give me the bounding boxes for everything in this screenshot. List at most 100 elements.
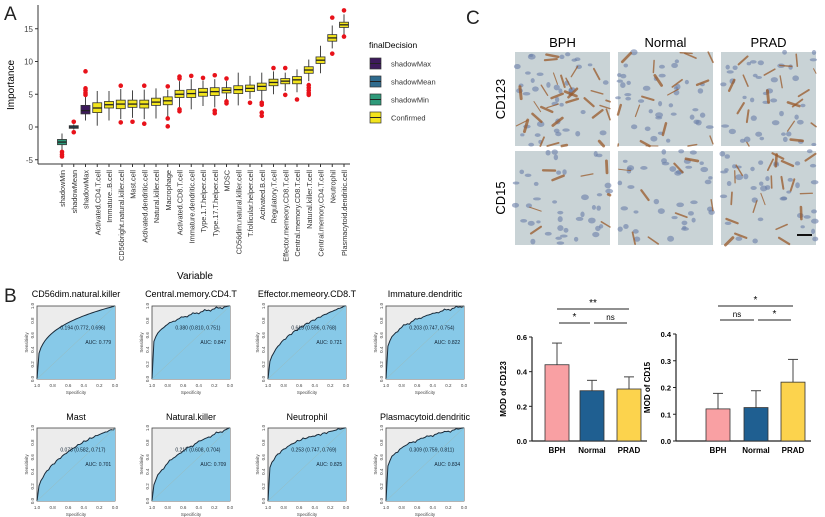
nucleus xyxy=(676,202,685,208)
nucleus xyxy=(617,226,623,232)
nucleus xyxy=(695,119,702,126)
nucleus xyxy=(633,236,641,242)
outlier-point xyxy=(141,83,147,89)
nucleus xyxy=(658,73,666,78)
x-tick-label: Normal xyxy=(578,446,606,455)
y-tick-label: 0.4 xyxy=(517,368,528,377)
nucleus xyxy=(546,82,551,88)
y-tick-label: 1.0 xyxy=(261,302,266,309)
nucleus xyxy=(626,80,631,85)
nucleus xyxy=(655,116,663,120)
nucleus xyxy=(544,231,552,236)
nucleus xyxy=(692,108,699,112)
stain-streak xyxy=(583,97,595,108)
outlier-point xyxy=(341,8,347,13)
stain-streak xyxy=(684,157,700,163)
nucleus xyxy=(525,203,533,208)
y-tick-label: 0.4 xyxy=(379,346,384,353)
y-tick-label: 0.0 xyxy=(379,497,384,504)
roc-threshold-label: 0.380 (0.810, 0.751) xyxy=(175,325,220,331)
x-tick-label: 0.6 xyxy=(414,383,421,388)
stain-streak xyxy=(531,112,543,124)
roc-plot: Immature.dendritic 0.203 (0.747, 0.754) AU… xyxy=(373,289,468,395)
nucleus xyxy=(678,149,685,154)
stain-streak xyxy=(684,52,697,59)
stain-streak xyxy=(797,89,810,98)
nucleus xyxy=(622,159,628,163)
roc-curve xyxy=(36,305,116,380)
diagonal-line xyxy=(267,305,347,380)
outlier-point xyxy=(271,65,276,71)
tissue-background xyxy=(618,52,713,146)
roc-threshold-label: 0.073 (0.582, 0.717) xyxy=(60,447,105,453)
y-axis-label: Sensitivity xyxy=(139,454,144,475)
roc-auc-label: AUC: 0.834 xyxy=(434,462,460,468)
y-tick-label: 0.4 xyxy=(30,346,35,353)
nucleus xyxy=(591,205,596,210)
stain-streak xyxy=(674,212,688,219)
nucleus xyxy=(765,176,770,182)
outlier-point xyxy=(212,72,218,78)
nucleus xyxy=(520,218,528,223)
roc-curve xyxy=(385,427,464,502)
x-tick-label: Plasmacytoid.dendritic.cell xyxy=(340,170,349,256)
stain-streak xyxy=(590,90,604,95)
nucleus xyxy=(626,165,635,171)
tissue-background xyxy=(618,151,713,245)
x-tick-label: 0.0 xyxy=(461,383,468,388)
nucleus xyxy=(719,194,728,199)
y-tick-label: 15 xyxy=(24,25,33,34)
stain-streak xyxy=(779,75,783,89)
nucleus xyxy=(787,177,793,182)
histology-image xyxy=(720,49,818,147)
y-tick-label: 0.2 xyxy=(261,483,266,490)
y-axis-label: Sensitivity xyxy=(24,454,29,475)
outlier-point xyxy=(141,121,147,127)
nucleus xyxy=(637,99,645,103)
stain-streak xyxy=(606,193,612,197)
stain-streak xyxy=(804,152,817,162)
nucleus xyxy=(687,211,694,216)
x-tick-label: BPH xyxy=(710,446,727,455)
nucleus xyxy=(743,136,751,143)
outlier-point xyxy=(83,86,88,91)
roc-threshold-label: 0.309 (0.759, 0.811) xyxy=(409,447,454,453)
nucleus xyxy=(536,72,544,76)
y-tick-label: 0.0 xyxy=(661,437,671,446)
nucleus xyxy=(788,64,793,70)
nucleus xyxy=(623,224,629,229)
stain-streak xyxy=(786,120,795,132)
nucleus xyxy=(658,64,665,69)
stain-streak xyxy=(518,85,523,101)
x-tick-label: 0.2 xyxy=(445,505,452,510)
nucleus xyxy=(520,133,525,137)
nucleus xyxy=(770,98,778,103)
stain-streak xyxy=(618,168,632,172)
y-tick-label: 0.8 xyxy=(379,317,384,324)
y-axis-label: Sensitivity xyxy=(373,454,378,475)
nucleus xyxy=(571,58,578,62)
nucleus xyxy=(528,142,535,147)
y-tick-label: 0.2 xyxy=(145,361,150,368)
nucleus xyxy=(554,96,560,103)
y-tick-label: 0.0 xyxy=(145,375,150,382)
y-tick-label: 0.6 xyxy=(145,454,150,461)
y-tick-label: 1.0 xyxy=(261,424,266,431)
stain-streak xyxy=(742,74,749,87)
nucleus xyxy=(743,173,749,180)
nucleus xyxy=(726,181,732,187)
nucleus xyxy=(782,49,787,55)
legend-label: shadowMean xyxy=(391,78,436,87)
y-tick-label: 0.3 xyxy=(661,357,671,366)
nucleus xyxy=(615,96,621,100)
stain-streak xyxy=(522,118,530,134)
nucleus xyxy=(704,179,712,185)
y-tick-label: 1.0 xyxy=(30,424,35,431)
stain-streak xyxy=(687,143,698,147)
nucleus xyxy=(800,103,806,108)
nucleus xyxy=(596,193,603,197)
y-tick-label: 0.0 xyxy=(261,497,266,504)
roc-title: Effector.memeory.CD8.T xyxy=(258,289,357,299)
nucleus xyxy=(559,54,565,60)
